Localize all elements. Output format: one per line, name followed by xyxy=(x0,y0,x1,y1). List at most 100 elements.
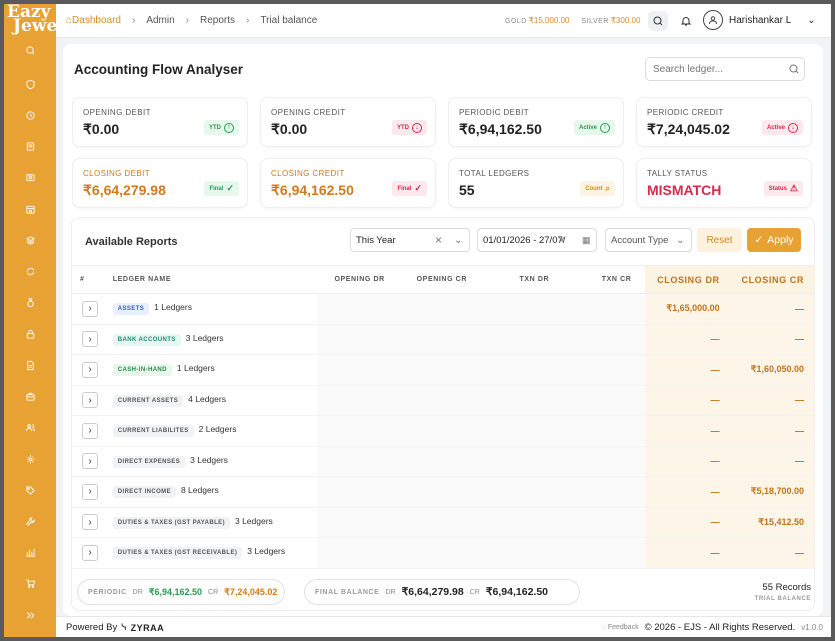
expand-row-button[interactable]: › xyxy=(82,392,98,409)
closing-cr-cell: ₹5,18,700.00 xyxy=(729,476,814,508)
logo-line2: Jewel xyxy=(13,16,64,36)
arrow-down-circle-icon: ↓ xyxy=(412,122,422,133)
closing-dr-cell: — xyxy=(645,385,730,416)
table-row[interactable]: › CURRENT ASSETS 4 Ledgers — — xyxy=(72,385,814,416)
table-row[interactable]: › DUTIES & TAXES (GST RECEIVABLE) 3 Ledger… xyxy=(72,537,814,569)
expand-row-button[interactable]: › xyxy=(82,544,98,561)
expand-row-button[interactable]: › xyxy=(82,300,98,317)
column-header[interactable]: TXN DR xyxy=(480,265,564,294)
breadcrumb-dashboard[interactable]: ⌂Dashboard xyxy=(66,15,121,26)
expand-row-button[interactable]: › xyxy=(82,483,98,500)
table-row[interactable]: › BANK ACCOUNTS 3 Ledgers — — xyxy=(72,324,814,355)
briefcase-icon[interactable] xyxy=(21,388,39,404)
opening-cr-cell xyxy=(398,476,481,508)
card-value: 55 xyxy=(459,182,475,198)
ledger-count: 3 Ledgers xyxy=(247,546,286,557)
wrench-icon[interactable] xyxy=(21,513,39,529)
records-sublabel: TRIAL BALANCE xyxy=(754,596,811,602)
silver-rate-value: ₹300.00 xyxy=(610,16,641,25)
layers-icon[interactable] xyxy=(21,232,39,248)
expand-row-button[interactable]: › xyxy=(82,453,98,470)
breadcrumb-reports[interactable]: Reports xyxy=(200,15,236,26)
clear-icon[interactable]: × xyxy=(435,233,443,247)
txn-cr-cell xyxy=(563,537,646,569)
table-row[interactable]: › DIRECT EXPENSES 3 Ledgers — — xyxy=(72,446,814,477)
clear-icon[interactable]: × xyxy=(558,233,566,247)
store-icon[interactable] xyxy=(21,201,39,217)
closing-dr-cell: — xyxy=(645,415,730,447)
date-range-input[interactable]: 01/01/2026 - 27/07/ × ▦ xyxy=(477,228,597,252)
card-periodic-credit: PERIODIC CREDIT ₹7,24,045.02 Active ↓ xyxy=(636,97,812,147)
zyraa-logo-icon: ᓭ xyxy=(121,622,127,632)
table-row[interactable]: › DUTIES & TAXES (GST PAYABLE) 3 Ledgers — ₹… xyxy=(72,507,814,538)
card-value: ₹6,94,162.50 xyxy=(459,121,542,137)
main-panel: Accounting Flow Analyser OPENING DEBIT ₹… xyxy=(63,44,823,616)
ledger-count: 3 Ledgers xyxy=(234,515,273,526)
ledger-count: 2 Ledgers xyxy=(198,424,237,435)
search-button[interactable] xyxy=(648,11,668,31)
opening-cr-cell xyxy=(398,507,481,538)
check-icon: ✓ xyxy=(754,234,764,246)
txn-dr-cell xyxy=(480,446,564,477)
users-icon[interactable] xyxy=(21,419,39,435)
breadcrumb: ⌂Dashboard › Admin › Reports › Trial bal… xyxy=(66,15,317,26)
card-label: PERIODIC DEBIT xyxy=(459,108,530,117)
bar-chart-icon[interactable] xyxy=(21,544,39,560)
expand-row-button[interactable]: › xyxy=(82,422,98,439)
txn-cr-cell xyxy=(563,385,646,416)
ledger-count: 4 Ledgers xyxy=(188,393,226,404)
breadcrumb-admin[interactable]: Admin xyxy=(146,15,175,26)
logo[interactable]: Eazy Jewel xyxy=(7,4,64,36)
settings-icon[interactable] xyxy=(21,451,39,467)
opening-dr-cell xyxy=(316,507,399,538)
chevron-right-icon: › xyxy=(185,15,190,26)
tag-icon[interactable] xyxy=(21,482,39,498)
expand-row-button[interactable]: › xyxy=(82,331,98,348)
column-header[interactable]: TXN CR xyxy=(563,265,646,294)
money-bag-icon[interactable] xyxy=(21,294,39,310)
table-row[interactable]: › ASSETS 1 Ledgers ₹1,65,000.00— xyxy=(72,293,814,325)
closing-dr-cell: — xyxy=(645,354,730,386)
expand-sidebar-icon[interactable] xyxy=(21,607,39,623)
column-header[interactable]: OPENING DR xyxy=(316,265,399,294)
table-row[interactable]: › DIRECT INCOME 8 Ledgers — ₹5,18,700.00 xyxy=(72,476,814,508)
cart-icon[interactable] xyxy=(21,575,39,591)
column-header[interactable]: CLOSING CR xyxy=(729,265,814,294)
document-icon[interactable] xyxy=(21,138,39,154)
camera-icon[interactable] xyxy=(21,169,39,185)
calendar-icon[interactable]: ▦ xyxy=(582,234,591,245)
search-ledger-input[interactable] xyxy=(645,57,805,81)
closing-cr-cell: — xyxy=(729,415,814,447)
shield-icon[interactable] xyxy=(21,76,39,92)
gold-rate-label: GOLD xyxy=(505,18,527,25)
account-type-select[interactable]: Account Type ⌄ xyxy=(605,228,692,252)
ledger-count: 1 Ledgers xyxy=(176,363,215,374)
apply-button[interactable]: ✓ Apply xyxy=(747,228,801,252)
copyright: © 2026 - EJS - All Rights Reserved. xyxy=(644,622,796,633)
table-row[interactable]: › CASH-IN-HAND 1 Ledgers — ₹1,60,050.00 xyxy=(72,354,814,386)
user-menu[interactable]: Harishankar L ⌄ xyxy=(703,10,816,30)
history-icon[interactable] xyxy=(21,107,39,123)
company-name: ZYRAA xyxy=(130,622,165,633)
feedback-link[interactable]: ◌ Feedback xyxy=(601,624,639,631)
refresh-icon[interactable] xyxy=(21,263,39,279)
expand-row-button[interactable]: › xyxy=(82,361,98,378)
closing-dr-cell: — xyxy=(645,446,730,477)
ledger-group-tag: DUTIES & TAXES (GST PAYABLE) xyxy=(112,516,230,529)
txn-dr-cell xyxy=(480,293,564,325)
column-header[interactable]: LEDGER NAME xyxy=(100,265,317,294)
closing-dr-cell: — xyxy=(645,476,730,508)
txn-cr-cell xyxy=(563,324,646,355)
column-header[interactable]: OPENING CR xyxy=(398,265,481,294)
period-select[interactable]: This Year × ⌄ xyxy=(350,228,470,252)
closing-dr-cell: ₹1,65,000.00 xyxy=(645,293,730,325)
file-icon[interactable] xyxy=(21,357,39,373)
column-header[interactable]: CLOSING DR xyxy=(645,265,730,294)
search-icon[interactable] xyxy=(21,42,39,58)
expand-row-button[interactable]: › xyxy=(82,514,98,531)
card-label: OPENING CREDIT xyxy=(271,108,346,117)
reset-button[interactable]: Reset xyxy=(697,228,742,252)
notification-button[interactable] xyxy=(676,11,696,31)
lock-icon[interactable] xyxy=(21,326,39,342)
table-row[interactable]: › CURRENT LIABILITES 2 Ledgers — — xyxy=(72,415,814,447)
